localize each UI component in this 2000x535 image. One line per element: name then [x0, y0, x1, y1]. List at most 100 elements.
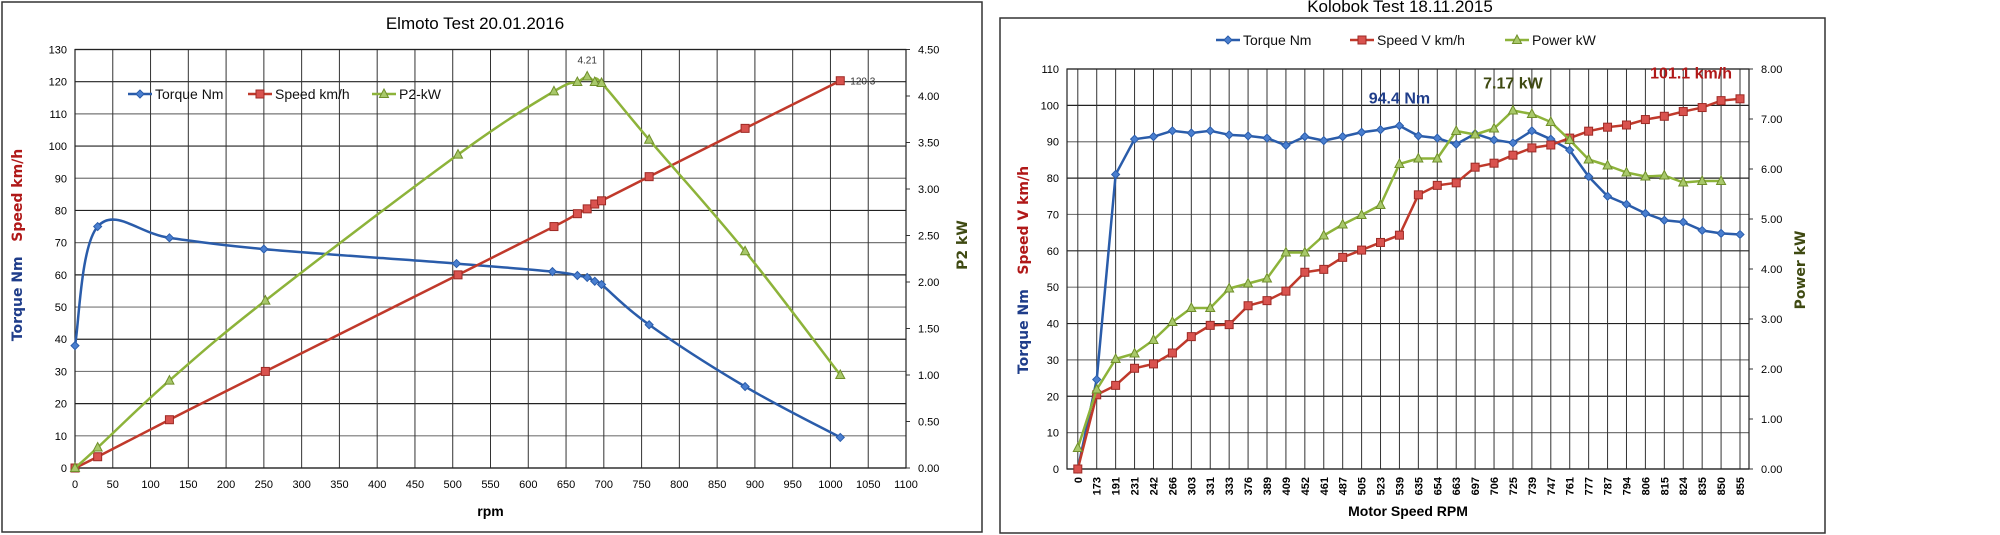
data-point-power — [1602, 159, 1613, 170]
legend-marker-power — [1511, 33, 1523, 44]
kolobok-chart: 0 10 20 30 40 50 60 70 80 90 100 110 0.00 1.00 2.00 3.0… — [1016, 0, 1809, 519]
x-tick-label: 806 — [1640, 477, 1652, 495]
y2-tick-label: 7.00 — [1761, 114, 1782, 126]
x-tick-label: 0 — [1073, 477, 1085, 483]
data-point-torque — [572, 270, 583, 281]
data-point-torque — [92, 221, 103, 232]
data-point-power — [1242, 277, 1254, 288]
y-tick-label: 10 — [1047, 428, 1059, 440]
data-point-torque — [1148, 131, 1159, 142]
chart-title: Kolobok Test 18.11.2015 — [1307, 0, 1493, 16]
x-tick-label: 850 — [1716, 477, 1728, 495]
legend-label-speed: Speed km/h — [275, 86, 350, 102]
y2-axis-title: Power kW — [1793, 231, 1809, 310]
y2-tick-label: 0.00 — [918, 463, 939, 475]
legend-marker-power — [378, 87, 390, 98]
chart-title: Elmoto Test 20.01.2016 — [386, 14, 564, 33]
data-point-torque — [547, 266, 558, 277]
data-point-torque — [1186, 128, 1197, 138]
x-tick-label: 266 — [1167, 477, 1179, 495]
data-point-power — [1564, 133, 1576, 144]
data-point-torque — [451, 258, 462, 269]
data-point-torque — [1697, 225, 1707, 236]
data-point-speed — [549, 222, 559, 232]
y-tick-label: 70 — [1047, 209, 1059, 221]
y-axis-title-gap — [1016, 275, 1032, 290]
y2-tick-label: 4.00 — [1761, 264, 1782, 276]
data-label: 94.4 Nm — [1369, 91, 1430, 108]
data-point-torque — [1602, 191, 1613, 201]
y2-tick-label: 3.00 — [1761, 314, 1782, 326]
y-tick-label: 10 — [55, 431, 67, 443]
plot-area — [74, 48, 907, 469]
y2-tick-label: 2.00 — [1761, 364, 1782, 376]
data-point-power — [1413, 152, 1424, 163]
y-tick-label: 20 — [55, 399, 67, 411]
data-point-torque — [1337, 131, 1348, 142]
x-tick-label: 777 — [1584, 477, 1596, 495]
data-point-power — [581, 70, 593, 81]
data-point-power — [1299, 246, 1311, 257]
data-point-speed — [1413, 190, 1423, 200]
data-point-torque — [1489, 135, 1499, 145]
data-point-power — [1356, 208, 1367, 219]
x-tick-label: 800 — [670, 479, 688, 491]
x-tick-label: 400 — [368, 479, 386, 491]
x-tick-label: 815 — [1659, 477, 1671, 495]
y2-tick-label: 2.00 — [918, 277, 939, 289]
data-point-torque — [1300, 131, 1310, 142]
x-tick-label: 700 — [595, 479, 613, 491]
data-point-torque — [590, 276, 600, 286]
x-tick-label: 635 — [1413, 477, 1425, 495]
x-tick-label: 750 — [632, 479, 650, 491]
data-point-torque — [1716, 228, 1726, 239]
y-tick-label: 50 — [55, 302, 67, 314]
y2-tick-label: 4.50 — [918, 45, 939, 57]
data-point-power — [1621, 166, 1632, 177]
data-point-torque — [70, 340, 80, 351]
y-axis-title-torque: Torque Nm — [1016, 289, 1032, 374]
data-point-speed — [1376, 237, 1386, 247]
x-tick-label: 100 — [141, 479, 159, 491]
data-point-power — [1507, 104, 1519, 115]
data-point-speed — [1357, 245, 1367, 255]
x-tick-label: 725 — [1508, 477, 1520, 495]
data-point-torque — [1413, 131, 1424, 141]
y-axis-title: Torque Nm Speed V km/h — [1016, 166, 1032, 374]
y2-tick-label: 0.50 — [918, 417, 939, 429]
y-tick-label: 20 — [1047, 391, 1059, 403]
data-point-torque — [740, 381, 750, 392]
data-point-torque — [1375, 125, 1386, 135]
data-point-power — [834, 368, 846, 379]
data-point-torque — [1432, 133, 1442, 143]
data-point-power — [1715, 174, 1727, 185]
data-point-power — [1185, 301, 1197, 312]
data-point-power — [1129, 347, 1140, 358]
data-point-speed — [1678, 107, 1688, 117]
y-tick-label: 70 — [55, 238, 67, 250]
data-point-torque — [1659, 215, 1670, 225]
data-point-torque — [1451, 139, 1461, 149]
data-point-torque — [835, 432, 845, 443]
data-point-torque — [1678, 217, 1688, 227]
data-point-speed — [1205, 320, 1215, 330]
x-tick-label: 855 — [1735, 477, 1747, 495]
data-point-speed — [1243, 301, 1253, 311]
legend-marker-speed — [255, 89, 265, 99]
x-tick-label: 835 — [1697, 477, 1709, 495]
data-point-power — [548, 85, 560, 96]
data-point-speed — [597, 196, 607, 206]
legend-marker-torque — [1223, 35, 1233, 45]
data-point-speed — [1281, 286, 1291, 296]
x-tick-label: 523 — [1376, 477, 1388, 495]
data-label: 7.17 kW — [1483, 76, 1543, 93]
x-tick-label: 350 — [330, 479, 348, 491]
data-point-speed — [1186, 332, 1196, 342]
data-point-power — [92, 441, 103, 452]
data-point-power — [1526, 107, 1538, 118]
data-point-power — [1337, 218, 1349, 229]
data-point-power — [1167, 315, 1178, 326]
data-point-power — [1431, 152, 1443, 163]
data-point-power — [69, 461, 81, 472]
y-tick-label: 30 — [1047, 355, 1059, 367]
